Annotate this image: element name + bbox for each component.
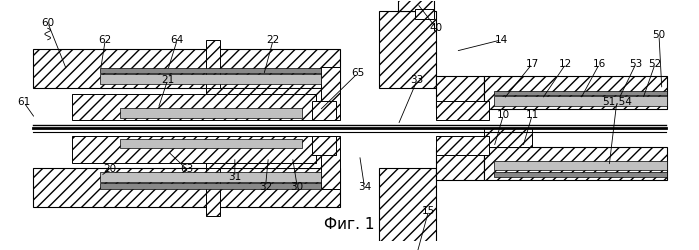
- Text: 10: 10: [497, 110, 510, 120]
- Text: 34: 34: [358, 182, 371, 192]
- Bar: [415, 9, 435, 19]
- Text: 21: 21: [161, 75, 174, 85]
- Bar: [101, 183, 321, 188]
- Text: 15: 15: [422, 206, 435, 216]
- Bar: [206, 168, 220, 216]
- Text: 14: 14: [495, 35, 508, 45]
- Bar: [120, 138, 302, 148]
- Bar: [436, 76, 484, 109]
- Bar: [321, 67, 340, 120]
- Bar: [101, 74, 321, 84]
- Text: 52: 52: [649, 59, 662, 69]
- Bar: [484, 76, 667, 109]
- Text: 65: 65: [351, 68, 364, 78]
- Text: 30: 30: [291, 182, 304, 192]
- Text: 64: 64: [171, 35, 184, 45]
- Bar: [494, 172, 667, 177]
- Text: 11: 11: [526, 110, 539, 120]
- Bar: [484, 128, 533, 147]
- Text: 12: 12: [559, 59, 572, 69]
- Bar: [398, 0, 435, 11]
- Bar: [379, 11, 436, 88]
- Bar: [379, 168, 436, 245]
- Text: 50: 50: [652, 30, 665, 40]
- Bar: [206, 147, 336, 168]
- Text: 63: 63: [180, 164, 194, 174]
- Bar: [72, 94, 317, 120]
- Text: 20: 20: [103, 164, 117, 174]
- Bar: [436, 136, 489, 155]
- Bar: [494, 96, 667, 106]
- Bar: [312, 136, 336, 155]
- Bar: [101, 172, 321, 182]
- Bar: [436, 101, 489, 120]
- Text: 60: 60: [41, 18, 55, 28]
- Bar: [34, 168, 340, 207]
- Bar: [405, 245, 435, 250]
- Bar: [321, 136, 340, 190]
- Text: 31: 31: [228, 172, 241, 182]
- Bar: [72, 136, 317, 162]
- Bar: [101, 68, 321, 73]
- Text: 16: 16: [593, 59, 606, 69]
- Text: 40: 40: [430, 23, 443, 33]
- Bar: [494, 161, 667, 170]
- Bar: [206, 40, 220, 88]
- Text: 53: 53: [629, 59, 642, 69]
- Bar: [484, 147, 667, 180]
- Bar: [436, 147, 484, 180]
- Text: 33: 33: [410, 75, 424, 85]
- Text: 17: 17: [526, 59, 539, 69]
- Text: 62: 62: [99, 35, 112, 45]
- Text: 61: 61: [17, 97, 30, 107]
- Text: Фиг. 1: Фиг. 1: [324, 216, 374, 232]
- Bar: [494, 91, 667, 96]
- Text: 51,54: 51,54: [602, 97, 632, 107]
- Bar: [312, 101, 336, 120]
- Bar: [120, 108, 302, 118]
- Text: 32: 32: [259, 182, 272, 192]
- Text: 22: 22: [266, 35, 280, 45]
- Bar: [34, 49, 340, 88]
- Bar: [206, 88, 336, 109]
